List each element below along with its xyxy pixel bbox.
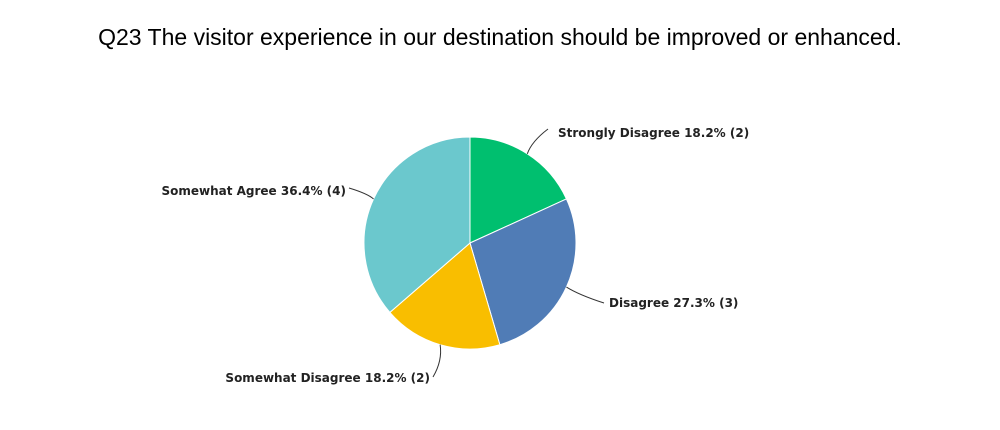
chart-title: Q23 The visitor experience in our destin… <box>98 24 902 50</box>
leader-line-2 <box>566 286 605 304</box>
leader-line-4 <box>348 187 374 200</box>
pie-slice-4 <box>363 136 471 314</box>
slice-label-1: Strongly Disagree 18.2% (2) <box>558 126 749 140</box>
pie-slice-2 <box>469 198 577 346</box>
pie-labels: Strongly Disagree 18.2% (2) Disagree 27.3… <box>161 126 749 385</box>
slice-label-3: Somewhat Disagree 18.2% (2) <box>225 371 430 385</box>
pie-slice-1 <box>469 136 568 244</box>
pie-slice-3 <box>389 242 501 350</box>
leader-line-1 <box>526 128 549 154</box>
slice-label-4: Somewhat Agree 36.4% (4) <box>161 184 346 198</box>
pie-slices <box>363 136 577 350</box>
slice-label-2: Disagree 27.3% (3) <box>609 296 738 310</box>
leader-line-3 <box>432 344 442 378</box>
pie-leader-lines <box>348 128 605 378</box>
